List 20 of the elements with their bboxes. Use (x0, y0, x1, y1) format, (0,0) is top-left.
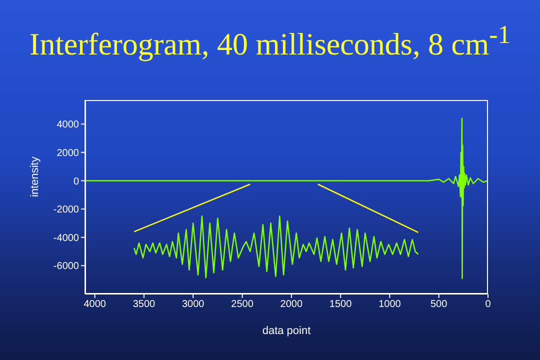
y-tick-label: -2000 (53, 204, 80, 216)
x-tick-label: 3500 (132, 299, 156, 310)
x-axis-title: data point (262, 325, 311, 337)
x-tick-label: 1000 (378, 299, 402, 310)
y-tick-label: 0 (73, 176, 80, 188)
x-tick-label: 500 (430, 299, 448, 310)
x-tick-label: 2500 (231, 299, 254, 310)
chart-title: Interferogram, 40 milliseconds, 8 cm$^{-1}$ (28, 20, 512, 62)
y-tick-label: 2000 (56, 148, 80, 159)
x-tick-label: 4000 (84, 299, 106, 310)
y-tick-label: -4000 (53, 232, 80, 244)
x-tick-label: 0 (485, 299, 492, 310)
x-tick-label: 2000 (280, 299, 303, 310)
line-series (85, 118, 488, 280)
y-tick-label: 4000 (56, 120, 80, 131)
x-tick-label: 1500 (329, 299, 352, 310)
y-tick-label: -6000 (53, 261, 80, 272)
x-tick-label: 3000 (182, 299, 205, 310)
line-series (133, 215, 419, 278)
y-axis-title: intensity (28, 156, 41, 197)
